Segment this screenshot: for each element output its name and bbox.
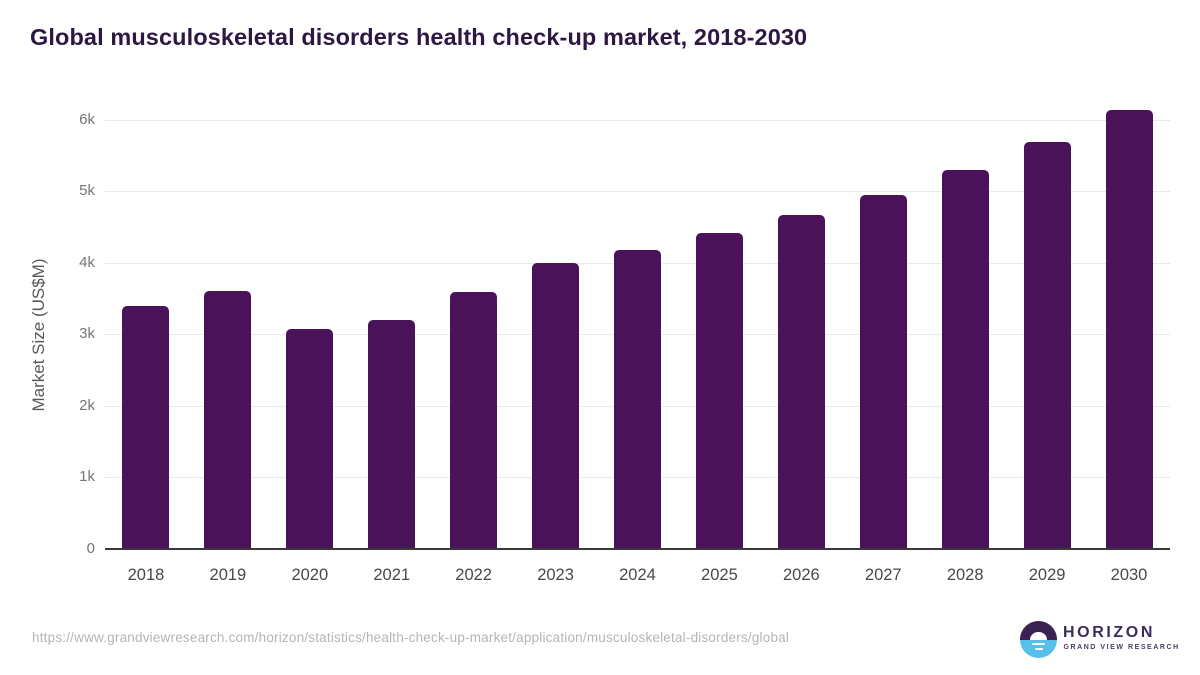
chart-title: Global musculoskeletal disorders health … [30,24,808,50]
x-axis-line [105,548,1170,550]
logo-sun-dome [1030,631,1047,640]
bar-2030 [1105,109,1153,549]
bar-2026 [777,214,825,549]
y-tick-label: 4k [79,253,95,271]
x-tick-label-2022: 2022 [455,566,492,584]
x-tick-label-2026: 2026 [782,566,820,584]
bar-2022 [450,292,498,549]
source-url: https://www.grandviewresearch.com/horizo… [32,630,790,645]
x-tick-label-2027: 2027 [864,566,902,584]
horizon-subtitle: GRAND VIEW RESEARCH [1063,644,1180,651]
x-tick-label-2019: 2019 [209,566,247,584]
x-tick-label-2018: 2018 [127,566,165,584]
x-tick-label-2021: 2021 [373,566,411,584]
horizon-sun-icon [1020,621,1057,658]
bar-2019 [204,291,252,549]
logo-dark-half [1020,621,1057,640]
x-tick-label-2028: 2028 [946,566,984,584]
bar-2029 [1023,141,1071,549]
x-tick-label-2030: 2030 [1110,566,1148,584]
x-tick-label-2024: 2024 [619,566,656,584]
plot-area: Market Size (US$M) 0 1k 2k 3k 4k 5k 6k 2018 2019… [29,109,1170,584]
x-tick-label-2025: 2025 [701,566,738,584]
bar-2025 [695,232,743,549]
logo-reflection-line [1034,647,1043,650]
bar-2021 [368,320,416,549]
x-tick-label-2020: 2020 [291,566,329,584]
bar-2018 [122,305,170,549]
y-tick-label: 1k [79,468,95,486]
y-tick-label: 0 [86,540,95,557]
bar-2027 [859,194,907,549]
y-tick-label: 2k [79,396,95,414]
y-tick-label: 5k [79,182,95,200]
bar-2024 [614,249,661,549]
gridline-5k [105,191,1170,193]
logo-reflection-line [1032,643,1045,646]
x-tick-label-2029: 2029 [1028,566,1066,584]
y-tick-label: 3k [79,325,95,343]
bar-2023 [532,262,580,549]
x-tick-label-2023: 2023 [537,566,574,584]
bar-2020 [286,328,334,549]
horizon-wordmark: HORIZON [1063,624,1155,641]
gridline-6k [105,119,1170,121]
horizon-logo: HORIZON GRAND VIEW RESEARCH [1020,620,1178,660]
y-tick-label: 6k [79,110,95,128]
bar-2028 [941,169,989,549]
